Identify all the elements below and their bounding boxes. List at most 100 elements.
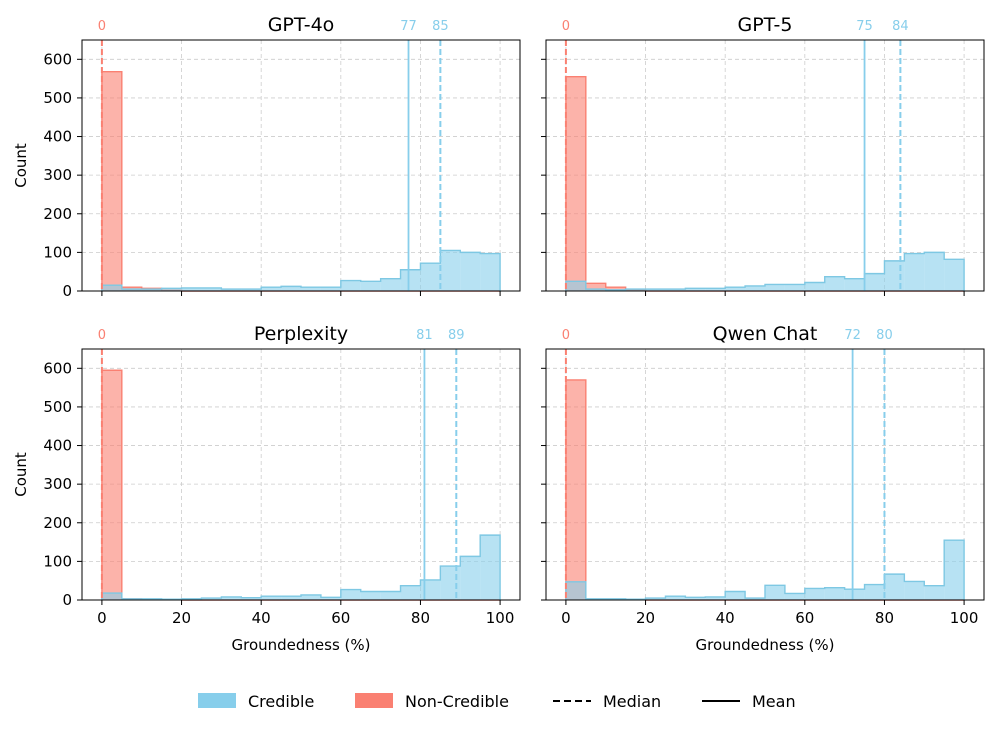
y-tick-label: 600 bbox=[43, 359, 72, 377]
histogram-bar bbox=[685, 288, 706, 291]
annotation-noncredible-median: 0 bbox=[98, 328, 106, 343]
histogram-bar bbox=[605, 287, 626, 291]
x-tick-label: 60 bbox=[331, 609, 350, 627]
y-tick-label: 200 bbox=[43, 205, 72, 223]
annotation-credible-mean: 75 bbox=[856, 19, 873, 34]
histogram-bar bbox=[665, 596, 686, 600]
y-tick-label: 100 bbox=[43, 243, 72, 261]
legend-label: Non-Credible bbox=[405, 692, 509, 711]
x-tick-label: 80 bbox=[875, 609, 894, 627]
histogram-bar bbox=[585, 283, 606, 291]
histogram-bar bbox=[320, 597, 341, 600]
y-axis-label: Count bbox=[12, 143, 30, 188]
x-tick-label: 80 bbox=[411, 609, 430, 627]
annotation-credible-mean: 77 bbox=[400, 19, 417, 34]
y-tick-label: 100 bbox=[43, 552, 72, 570]
x-tick-label: 100 bbox=[950, 609, 979, 627]
histogram-bar bbox=[380, 591, 401, 600]
plot-frame bbox=[81, 39, 521, 292]
histogram-bar bbox=[181, 287, 202, 291]
histogram-bar bbox=[201, 598, 222, 600]
histogram-bar bbox=[944, 259, 965, 291]
histogram-bar bbox=[565, 76, 586, 291]
annotation-credible-median: 80 bbox=[876, 328, 893, 343]
histogram-bar bbox=[565, 281, 586, 291]
plot-frame bbox=[545, 39, 985, 292]
histogram-bar bbox=[420, 579, 441, 600]
histogram-bar bbox=[625, 289, 646, 291]
histogram-bar bbox=[281, 286, 301, 291]
histogram-bar bbox=[101, 593, 122, 600]
x-tick-label: 40 bbox=[252, 609, 271, 627]
plot-frame bbox=[545, 348, 985, 601]
x-tick-label: 60 bbox=[795, 609, 814, 627]
histogram-bar bbox=[480, 253, 501, 291]
histogram-bar bbox=[824, 587, 845, 600]
histogram-outline bbox=[565, 539, 965, 600]
y-tick-label: 400 bbox=[43, 437, 72, 455]
histogram-bar bbox=[824, 276, 845, 291]
histogram-bar bbox=[320, 287, 341, 291]
histogram-bar bbox=[480, 535, 501, 600]
y-tick-label: 0 bbox=[62, 591, 72, 609]
y-tick-label: 500 bbox=[43, 89, 72, 107]
legend-swatch bbox=[198, 693, 236, 708]
histogram-bar bbox=[844, 589, 865, 600]
legend-label: Credible bbox=[248, 692, 314, 711]
plot-frame bbox=[81, 348, 521, 601]
histogram-bar bbox=[944, 540, 965, 600]
y-tick-label: 600 bbox=[43, 50, 72, 68]
histogram-bar bbox=[844, 278, 865, 291]
y-tick-label: 200 bbox=[43, 514, 72, 532]
histogram-bar bbox=[221, 596, 242, 600]
x-axis-label: Groundedness (%) bbox=[695, 636, 834, 654]
histogram-bar bbox=[261, 287, 282, 291]
panel-title: GPT-4o bbox=[268, 14, 335, 36]
histogram-bar bbox=[745, 285, 765, 291]
series-credible bbox=[101, 534, 501, 600]
annotation-noncredible-median: 0 bbox=[562, 19, 570, 34]
annotation-credible-median: 84 bbox=[892, 19, 909, 34]
histogram-bar bbox=[864, 584, 885, 600]
histogram-bar bbox=[360, 591, 381, 600]
histogram-bar bbox=[804, 282, 825, 291]
histogram-bar bbox=[360, 281, 381, 291]
legend-item-non-credible: Non-Credible bbox=[355, 692, 509, 711]
histogram-bar bbox=[141, 289, 162, 291]
histogram-bar bbox=[924, 252, 945, 291]
histogram-outline bbox=[565, 251, 965, 291]
histogram-bar bbox=[884, 574, 905, 600]
histogram-bar bbox=[161, 288, 182, 291]
x-tick-label: 0 bbox=[97, 609, 107, 627]
histogram-bar bbox=[804, 588, 825, 600]
histogram-bar bbox=[585, 289, 606, 291]
histogram-bar bbox=[705, 288, 726, 291]
x-tick-label: 20 bbox=[636, 609, 655, 627]
histogram-bar bbox=[904, 581, 925, 600]
x-tick-label: 40 bbox=[716, 609, 735, 627]
histogram-bar bbox=[645, 289, 666, 291]
x-tick-label: 0 bbox=[561, 609, 571, 627]
histogram-bar bbox=[301, 594, 321, 600]
series-non-credible bbox=[565, 379, 965, 601]
histogram-bar bbox=[745, 598, 765, 600]
histogram-bar bbox=[201, 287, 222, 291]
histogram-bar bbox=[725, 287, 746, 291]
series-credible bbox=[565, 251, 965, 291]
histogram-bar bbox=[725, 591, 746, 600]
histogram-bar bbox=[400, 585, 421, 600]
annotation-credible-mean: 72 bbox=[844, 328, 861, 343]
legend-item-credible: Credible bbox=[198, 692, 314, 711]
panel-title: Perplexity bbox=[254, 323, 348, 345]
y-axis-label: Count bbox=[12, 452, 30, 497]
y-tick-label: 400 bbox=[43, 128, 72, 146]
histogram-bar bbox=[121, 289, 142, 291]
chart-panel-3: 0 81 89 0 20 40 60 80 100 0 100 200 300 400 500 600 Perp… bbox=[12, 323, 521, 654]
chart-panel-2: 0 75 84 GPT-5 bbox=[541, 14, 985, 296]
legend-item-median: Median bbox=[553, 692, 661, 711]
histogram-bar bbox=[241, 289, 262, 291]
histogram-outline bbox=[101, 534, 501, 600]
annotation-noncredible-median: 0 bbox=[98, 19, 106, 34]
histogram-bar bbox=[301, 287, 321, 291]
histogram-bar bbox=[460, 556, 481, 600]
